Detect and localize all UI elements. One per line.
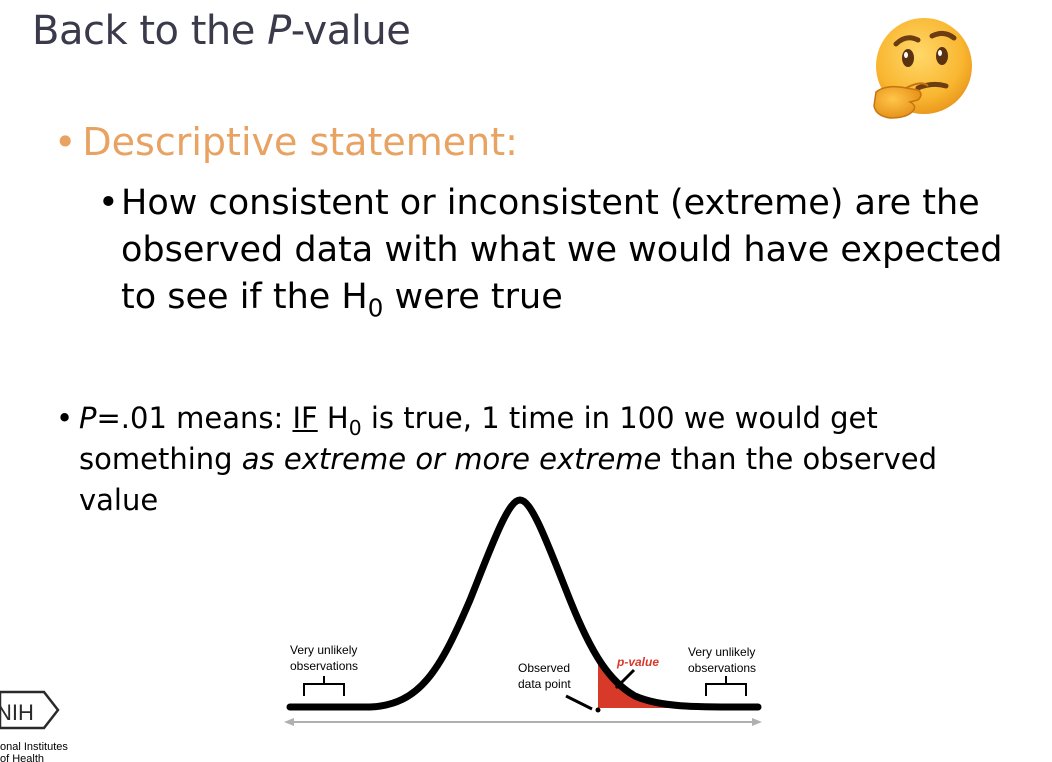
bullet2-part2: H [317,401,349,435]
bullet-dot: • [98,183,119,223]
title-italic: P [267,8,291,54]
right-bracket [705,676,747,696]
observed-arrow [565,694,593,711]
left-label-line1: Very unlikely [290,643,357,657]
h0-subscript: 0 [348,416,362,441]
bullet-heading-text: Descriptive statement: [82,120,518,164]
bullet-descriptive-statement: • Descriptive statement: [54,120,518,164]
axis-left-arrow [284,718,294,726]
p-value-tail-area [598,658,680,708]
if-underlined: IF [292,401,318,435]
observed-label-line1: Observed [518,661,570,675]
title-prefix: Back to the [32,8,268,54]
bullet2-italic: as extreme or more extreme [241,442,662,476]
left-bracket [303,676,345,696]
sub-bullet-part1: How consistent or inconsistent (extreme)… [121,183,1003,317]
nih-caption-line1: onal Institutes [0,741,68,753]
axis-right-arrow [752,718,762,726]
bullet-p-value-meaning: • P=.01 means: IF H0 is true, 1 time in … [56,398,996,521]
bell-curve-line [286,496,762,711]
p-value-label: p-value [616,655,659,669]
thinking-face-icon [873,18,972,119]
nih-logo: NIH onal Institutes of Health [0,690,68,762]
nih-logo-text: NIH [0,700,34,725]
h0-subscript: 0 [367,293,384,323]
slide-title: Back to the P-value [32,8,411,54]
sub-bullet-part2: were true [383,277,563,317]
bullet-dot: • [54,120,77,164]
normal-curve-diagram: Very unlikely observations Very unlikely… [284,496,762,726]
p-value-arrow [614,668,636,690]
right-label-line2: observations [688,661,756,675]
sub-bullet-consistency: • How consistent or inconsistent (extrem… [98,180,1028,321]
sub-bullet-text: How consistent or inconsistent (extreme)… [121,180,1028,321]
observed-data-point [595,707,601,713]
left-label-line2: observations [290,659,358,673]
title-suffix: -value [290,8,411,54]
bullet-dot: • [56,401,74,435]
bullet2-part1: =.01 means: [96,401,293,435]
bullet2-part4: than the observed value [79,442,937,517]
nih-caption-line2: of Health [0,753,44,762]
observed-label-line2: data point [518,677,571,691]
bullet2-text: P=.01 means: IF H0 is true, 1 time in 10… [79,398,996,521]
bullet2-part3: is true, 1 time in 100 we would get some… [79,401,878,476]
p-italic: P [79,401,97,435]
right-label-line1: Very unlikely [688,645,755,659]
